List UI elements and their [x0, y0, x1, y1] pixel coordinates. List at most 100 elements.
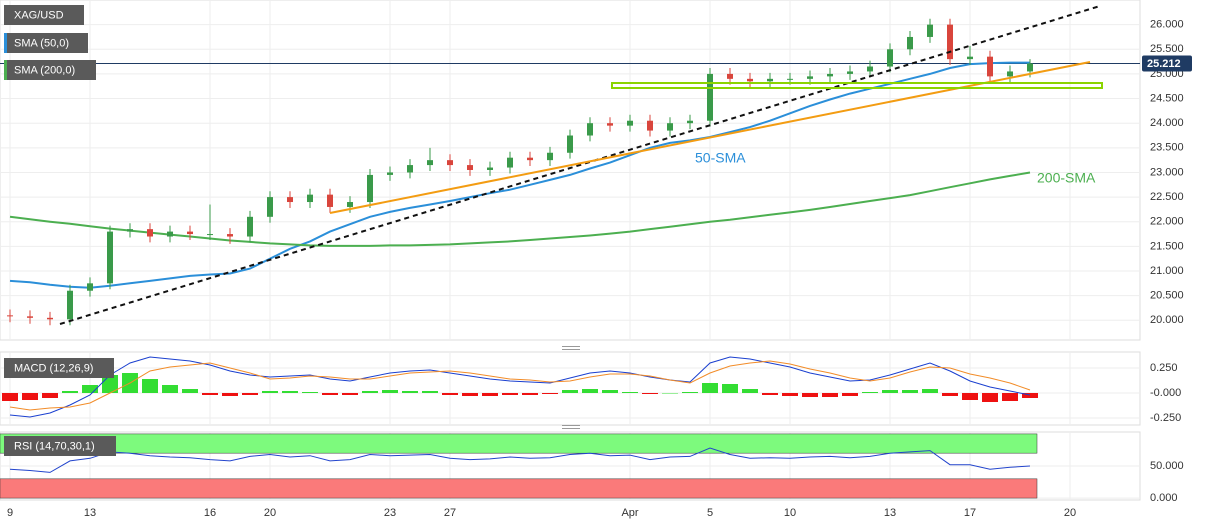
legend-swatch: [4, 33, 7, 53]
candle-body: [947, 24, 953, 60]
line-series: [9, 360, 1031, 411]
candle-body: [267, 197, 273, 217]
candle-body: [727, 73, 733, 79]
histogram-bar: [782, 393, 798, 396]
candle-body: [167, 231, 173, 237]
histogram-bar: [702, 383, 718, 393]
histogram-bar: [2, 393, 18, 401]
candle-body: [987, 56, 993, 77]
histogram-bar: [282, 391, 298, 393]
candle-body: [107, 231, 113, 284]
y-tick-label: 23.000: [1150, 166, 1184, 178]
candle-body: [547, 152, 553, 161]
price-panel: [0, 0, 1141, 341]
candle-body: [47, 317, 53, 320]
histogram-bar: [802, 393, 818, 397]
histogram-bar: [382, 390, 398, 393]
legend-box: [4, 436, 116, 456]
x-tick-label: 5: [707, 507, 713, 519]
candle-body: [507, 157, 513, 168]
histogram-bar: [202, 393, 218, 395]
y-tick-label: 23.500: [1150, 142, 1184, 154]
x-tick-label: Apr: [621, 507, 638, 519]
histogram-bar: [502, 393, 518, 395]
histogram-bar: [602, 390, 618, 393]
histogram-bar: [462, 393, 478, 396]
candle-body: [347, 202, 353, 207]
annotation: 200-SMA: [1037, 170, 1096, 186]
candle-body: [287, 197, 293, 203]
histogram-bar: [442, 393, 458, 395]
candle-body: [587, 123, 593, 136]
candle-body: [807, 76, 813, 79]
rsi-zone: [0, 478, 1038, 499]
histogram-bar: [842, 393, 858, 396]
histogram-bar: [142, 379, 158, 393]
last-price-box: [1142, 55, 1192, 72]
candle-body: [527, 157, 533, 161]
candle-body: [367, 174, 373, 203]
candle-body: [247, 216, 253, 237]
histogram-bar: [862, 392, 878, 393]
histogram-bar: [942, 393, 958, 396]
legend-label: SMA (50,0): [14, 37, 69, 49]
x-tick-label: 9: [7, 507, 13, 519]
y-tick-label: -0.000: [1150, 387, 1181, 399]
histogram-bar: [22, 393, 38, 400]
x-tick-label: 20: [1064, 507, 1076, 519]
last-price-label: 25.212: [1147, 58, 1181, 70]
candle-body: [707, 73, 713, 121]
support-zone: [611, 82, 1103, 89]
histogram-bar: [982, 393, 998, 402]
histogram-bar: [482, 393, 498, 396]
histogram-bar: [1022, 393, 1038, 398]
histogram-bar: [622, 392, 638, 393]
line-series: [9, 356, 1031, 418]
x-tick-label: 27: [444, 507, 456, 519]
histogram-bar: [242, 393, 258, 395]
histogram-bar: [562, 390, 578, 393]
histogram-bar: [882, 390, 898, 393]
histogram-bar: [682, 392, 698, 393]
histogram-bar: [642, 393, 658, 394]
histogram-bar: [582, 389, 598, 393]
y-tick-label: 26.000: [1150, 19, 1184, 31]
candle-body: [1027, 63, 1033, 72]
histogram-bar: [342, 393, 358, 395]
histogram-bar: [962, 393, 978, 400]
data-layer: [2, 18, 1038, 473]
overlay-layer: XAG/USD SMA (50,0) SMA (200,0) MACD (12,…: [4, 5, 1192, 519]
candle-body: [787, 78, 793, 80]
candle-body: [747, 78, 753, 82]
histogram-bar: [302, 392, 318, 393]
candle-body: [607, 123, 613, 126]
candle-body: [1007, 71, 1013, 77]
candle-body: [427, 160, 433, 166]
candle-body: [207, 234, 213, 236]
y-tick-label: 21.500: [1150, 240, 1184, 252]
y-tick-label: 50.000: [1150, 460, 1184, 472]
x-tick-label: 20: [264, 507, 276, 519]
legend-box: [4, 5, 84, 25]
legend-label: RSI (14,70,30,1): [14, 440, 95, 452]
legend-label: MACD (12,26,9): [14, 362, 93, 374]
histogram-bar: [262, 391, 278, 393]
background-layer: [0, 0, 1141, 501]
histogram-bar: [922, 389, 938, 393]
legend-label: XAG/USD: [14, 9, 64, 21]
histogram-bar: [902, 390, 918, 393]
candle-body: [687, 120, 693, 124]
y-tick-label: 24.000: [1150, 117, 1184, 129]
candle-body: [887, 49, 893, 67]
x-tick-label: 23: [384, 507, 396, 519]
legend-price: XAG/USD SMA (50,0) SMA (200,0): [4, 5, 96, 80]
x-tick-label: 16: [204, 507, 216, 519]
candle-body: [147, 229, 153, 237]
candle-body: [927, 24, 933, 37]
candle-body: [407, 165, 413, 173]
x-tick-label: 13: [84, 507, 96, 519]
y-tick-label: 22.000: [1150, 216, 1184, 228]
candle-body: [387, 172, 393, 175]
macd-panel: [0, 351, 1141, 426]
